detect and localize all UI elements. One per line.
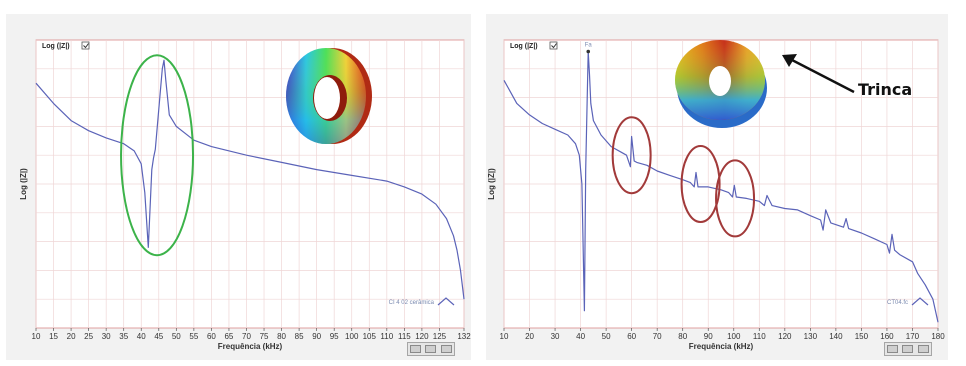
callout-arrow-line (791, 58, 855, 94)
cracked-ring-model (675, 40, 767, 128)
x-tick-label: 180 (931, 332, 945, 341)
ring-hole (314, 77, 340, 119)
x-tick-label: 60 (207, 332, 216, 341)
highlight-ellipse (715, 159, 756, 238)
log-toggle-checkbox (549, 41, 558, 50)
log-toggle-label: Log (|Z|) (42, 43, 70, 50)
x-tick-label: 45 (154, 332, 163, 341)
x-tick-label: 20 (67, 332, 76, 341)
zoom-icon[interactable] (425, 345, 437, 353)
x-tick-label: 150 (855, 332, 869, 341)
chart-panel-crack: 10 20 30 40 50 60 70 80 90 100 110 120 130 140 150 160 1… (486, 14, 948, 360)
log-toggle-checkbox (81, 41, 90, 50)
impedance-chart-crack: 10 20 30 40 50 60 70 80 90 100 110 120 130 140 150 160 1… (487, 39, 945, 351)
pan-icon[interactable] (917, 345, 929, 353)
x-tick-label: 10 (32, 332, 41, 341)
x-tick-label: 90 (704, 332, 713, 341)
grid-icon[interactable] (410, 345, 422, 353)
x-tick-label: 60 (627, 332, 636, 341)
x-tick-label: 30 (102, 332, 111, 341)
x-tick-label: 25 (84, 332, 93, 341)
highlight-ellipse (120, 54, 195, 257)
x-tick-label: 80 (277, 332, 286, 341)
x-tick-label: 130 (804, 332, 818, 341)
x-tick-label: 50 (172, 332, 181, 341)
x-tick-label: 105 (363, 332, 377, 341)
x-axis-label: Frequência (kHz) (218, 342, 283, 351)
x-tick-label: 40 (576, 332, 585, 341)
x-tick-label: 20 (525, 332, 534, 341)
legend-line-icon (911, 297, 929, 306)
x-tick-label: 90 (312, 332, 321, 341)
y-axis-label: Log (|Z|) (19, 168, 28, 200)
pan-icon[interactable] (440, 345, 452, 353)
x-tick-label: 85 (295, 332, 304, 341)
check-icon (83, 43, 89, 49)
impedance-chart-ceramic: 10 15 20 25 30 35 40 45 50 55 60 65 70 75 80 85 90 95 100 1… (19, 39, 471, 351)
x-tick-label: 100 (345, 332, 359, 341)
series-line (503, 50, 939, 323)
x-tick-label: 120 (415, 332, 429, 341)
x-tick-label: 70 (653, 332, 662, 341)
x-axis-label: Frequência (kHz) (689, 342, 754, 351)
x-tick-label: 132 (457, 332, 471, 341)
zoom-icon[interactable] (902, 345, 914, 353)
legend-label: CT04.fc (887, 300, 908, 306)
x-tick-label: 140 (829, 332, 843, 341)
resonance-marker (586, 49, 591, 54)
x-tick-label: 30 (551, 332, 560, 341)
series-line (35, 59, 465, 300)
x-tick-label: 170 (906, 332, 920, 341)
x-tick-label: 120 (778, 332, 792, 341)
x-tick-label: 75 (260, 332, 269, 341)
x-tick-label: 40 (137, 332, 146, 341)
log-toggle-label: Log (|Z|) (510, 43, 538, 50)
x-tick-label: 80 (678, 332, 687, 341)
x-tick-label: 10 (500, 332, 509, 341)
highlight-ellipse (680, 145, 721, 223)
resonance-marker-label: Fa (585, 43, 593, 49)
grid-icon[interactable] (887, 345, 899, 353)
grid-lines (35, 40, 465, 328)
x-tick-label: 95 (330, 332, 339, 341)
ceramic-ring-model (286, 48, 372, 144)
chart-toolbar[interactable] (884, 342, 932, 356)
ring-hole (709, 66, 731, 96)
x-tick-label: 35 (119, 332, 128, 341)
x-tick-label: 15 (49, 332, 58, 341)
x-tick-label: 50 (602, 332, 611, 341)
y-axis-label: Log (|Z|) (487, 168, 496, 200)
check-icon (551, 43, 557, 49)
x-tick-label: 115 (398, 332, 411, 341)
legend-line-icon (437, 297, 455, 306)
x-tick-label: 100 (727, 332, 741, 341)
chart-toolbar[interactable] (407, 342, 455, 356)
callout-arrow-head (782, 54, 797, 67)
crack-callout-label: Trinca (858, 80, 913, 99)
x-tick-label: 110 (753, 332, 766, 341)
x-tick-label: 55 (189, 332, 198, 341)
legend-label: CI 4 02 cerâmica (389, 300, 435, 306)
x-tick-label: 110 (380, 332, 393, 341)
x-tick-label: 70 (242, 332, 251, 341)
x-tick-label: 125 (433, 332, 447, 341)
highlight-ellipse (611, 116, 652, 195)
x-tick-label: 65 (224, 332, 233, 341)
chart-panel-ceramic: 10 15 20 25 30 35 40 45 50 55 60 65 70 75 80 85 90 95 100 1… (6, 14, 471, 360)
x-tick-label: 160 (880, 332, 894, 341)
